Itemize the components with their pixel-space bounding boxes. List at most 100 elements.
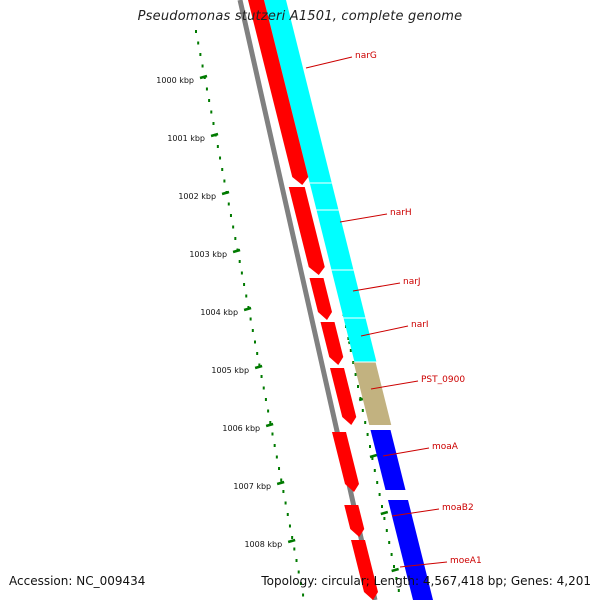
outer-dot — [388, 541, 391, 544]
cds-arrow-narJ — [309, 278, 332, 320]
outer-dot — [357, 385, 359, 388]
ruler-dot — [229, 214, 232, 217]
kbp-label: 1003 kbp — [189, 250, 227, 259]
kbp-label: 1002 kbp — [178, 192, 216, 201]
outer-major-tick — [391, 567, 399, 573]
cog-color-ring — [264, 0, 433, 600]
cds-arrow-moaB2 — [344, 505, 365, 537]
outer-dot — [385, 529, 388, 532]
kbp-label: 1001 kbp — [167, 134, 205, 143]
ruler-dot — [280, 478, 283, 482]
gene-label-PST_0900: PST_0900 — [421, 375, 465, 385]
ruler-dot — [205, 87, 208, 91]
kbp-label: 1007 kbp — [233, 482, 271, 491]
ruler-major-tick — [243, 306, 252, 312]
kbp-label: 1006 kbp — [222, 424, 260, 433]
gene-label-moaA: moaA — [432, 442, 459, 452]
outer-dot — [381, 505, 383, 508]
ruler-dot — [282, 490, 285, 493]
ruler-major-tick — [265, 422, 274, 428]
ruler-dot — [258, 363, 261, 367]
gene-leader-line — [382, 447, 430, 457]
ruler-dot — [212, 122, 215, 125]
ruler-major-tick — [199, 74, 208, 80]
outer-dot — [347, 337, 350, 340]
cds-arrow-narG — [248, 0, 309, 185]
outer-dot — [369, 445, 371, 448]
ruler-dot — [293, 547, 296, 551]
cds-feature-ring — [248, 0, 378, 600]
outer-dot — [364, 421, 367, 424]
ruler-dot — [256, 352, 259, 355]
ruler-major-tick — [276, 480, 285, 486]
ruler-major-tick — [210, 132, 219, 138]
ruler-dot — [195, 30, 197, 33]
cog-segment-blue — [388, 500, 433, 600]
cds-arrow-PST_0900 — [330, 368, 357, 425]
ruler-major-tick — [221, 190, 230, 196]
outer-major-tick — [380, 510, 389, 516]
ruler-dot — [234, 237, 237, 240]
ruler-dot — [275, 455, 278, 459]
gene-label-moaB2: moaB2 — [442, 503, 474, 513]
ruler-major-tick — [287, 538, 296, 544]
ruler-dot — [240, 271, 243, 275]
ruler-dot — [251, 329, 254, 332]
kbp-ruler-labels: 1000 kbp 1001 kbp 1002 kbp 1003 kbp 1004 kbp… — [156, 76, 282, 549]
cds-arrow-moaA — [332, 432, 359, 492]
cds-arrow-narI — [320, 322, 344, 365]
kbp-label: 1000 kbp — [156, 76, 194, 85]
ruler-dot — [249, 317, 252, 321]
ruler-dot — [199, 53, 202, 56]
ruler-dot — [299, 582, 302, 585]
ruler-dot — [197, 41, 200, 45]
ruler-dot — [227, 202, 230, 206]
cog-segment-blue — [370, 430, 406, 490]
gene-labels: narG narH narJ narI PST_0900 moaA moaB2 moeA1 — [305, 51, 482, 568]
cog-segment-cyan — [264, 0, 377, 362]
ruler-dot — [238, 260, 241, 263]
outer-dot — [397, 589, 400, 592]
ruler-dot — [243, 283, 246, 286]
ruler-dot — [291, 536, 294, 539]
ruler-dot — [208, 99, 211, 102]
outer-dot — [371, 457, 374, 460]
ruler-dot — [262, 386, 265, 390]
ruler-dot — [288, 524, 291, 528]
ruler-dot — [278, 467, 281, 470]
ruler-dot — [260, 375, 263, 378]
gene-leader-line — [399, 561, 448, 568]
gene-label-narI: narI — [411, 320, 429, 330]
genome-backbone — [237, 0, 378, 600]
cog-segment-olive — [353, 362, 392, 425]
ruler-dot — [267, 409, 270, 413]
ruler-dot — [286, 513, 289, 516]
ruler-dot — [216, 145, 219, 148]
ruler-major-tick — [232, 248, 241, 254]
ruler-dot — [221, 168, 224, 171]
kbp-label: 1004 kbp — [200, 308, 238, 317]
ruler-dot — [245, 294, 248, 298]
gene-leader-line — [339, 213, 388, 223]
outer-dot — [354, 373, 357, 376]
backbone-line — [237, 0, 378, 600]
genome-title: Pseudomonas stutzeri A1501, complete gen… — [137, 9, 463, 24]
gene-label-narJ: narJ — [403, 277, 421, 287]
gene-leader-line — [305, 56, 353, 69]
ruler-dot — [264, 398, 267, 401]
ruler-dot — [223, 179, 226, 183]
outer-major-tick — [369, 453, 378, 459]
outer-dot — [393, 565, 395, 568]
gene-label-narH: narH — [390, 208, 412, 218]
outer-dot — [383, 517, 386, 520]
ruler-dot — [295, 559, 298, 562]
ruler-minor-ticks — [195, 30, 305, 597]
ruler-dot — [219, 156, 222, 160]
gene-leader-line — [360, 325, 409, 337]
gene-leader-line — [352, 282, 401, 292]
ruler-dot — [273, 444, 276, 447]
outer-dot — [366, 433, 369, 436]
outer-dot — [390, 553, 393, 556]
topology-label: Topology: circular; Length: 4,567,418 bp… — [261, 574, 591, 588]
